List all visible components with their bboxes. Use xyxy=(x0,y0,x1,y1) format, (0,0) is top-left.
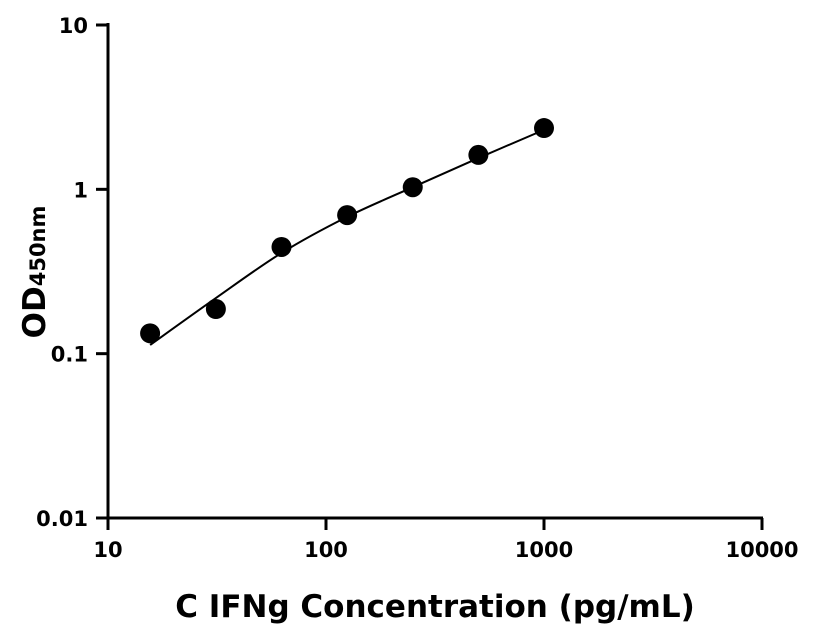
x-tick-label: 10000 xyxy=(725,538,798,562)
y-tick-label: 10 xyxy=(59,14,88,38)
data-point xyxy=(205,298,226,319)
y-axis-label-main: OD xyxy=(17,286,53,338)
x-ticks: 10 100 1000 10000 xyxy=(93,518,799,562)
data-point xyxy=(402,177,423,198)
y-tick-label: 1 xyxy=(73,178,88,202)
chart-marks xyxy=(140,118,554,346)
y-axis-label-subscript: 450nm xyxy=(26,206,50,287)
y-ticks: 0.01 0.1 1 10 xyxy=(36,14,108,531)
data-point xyxy=(337,205,358,226)
y-axis-label: OD450nm xyxy=(17,206,53,339)
x-tick-label: 10 xyxy=(93,538,122,562)
y-tick-label: 0.01 xyxy=(36,507,88,531)
data-point xyxy=(140,323,161,344)
data-point xyxy=(468,144,489,165)
x-axis-label: C IFNg Concentration (pg/mL) xyxy=(175,589,695,625)
x-tick-label: 100 xyxy=(304,538,348,562)
x-tick-label: 1000 xyxy=(515,538,573,562)
y-tick-label: 0.1 xyxy=(51,343,88,367)
data-point xyxy=(271,236,292,257)
data-point xyxy=(534,118,554,139)
